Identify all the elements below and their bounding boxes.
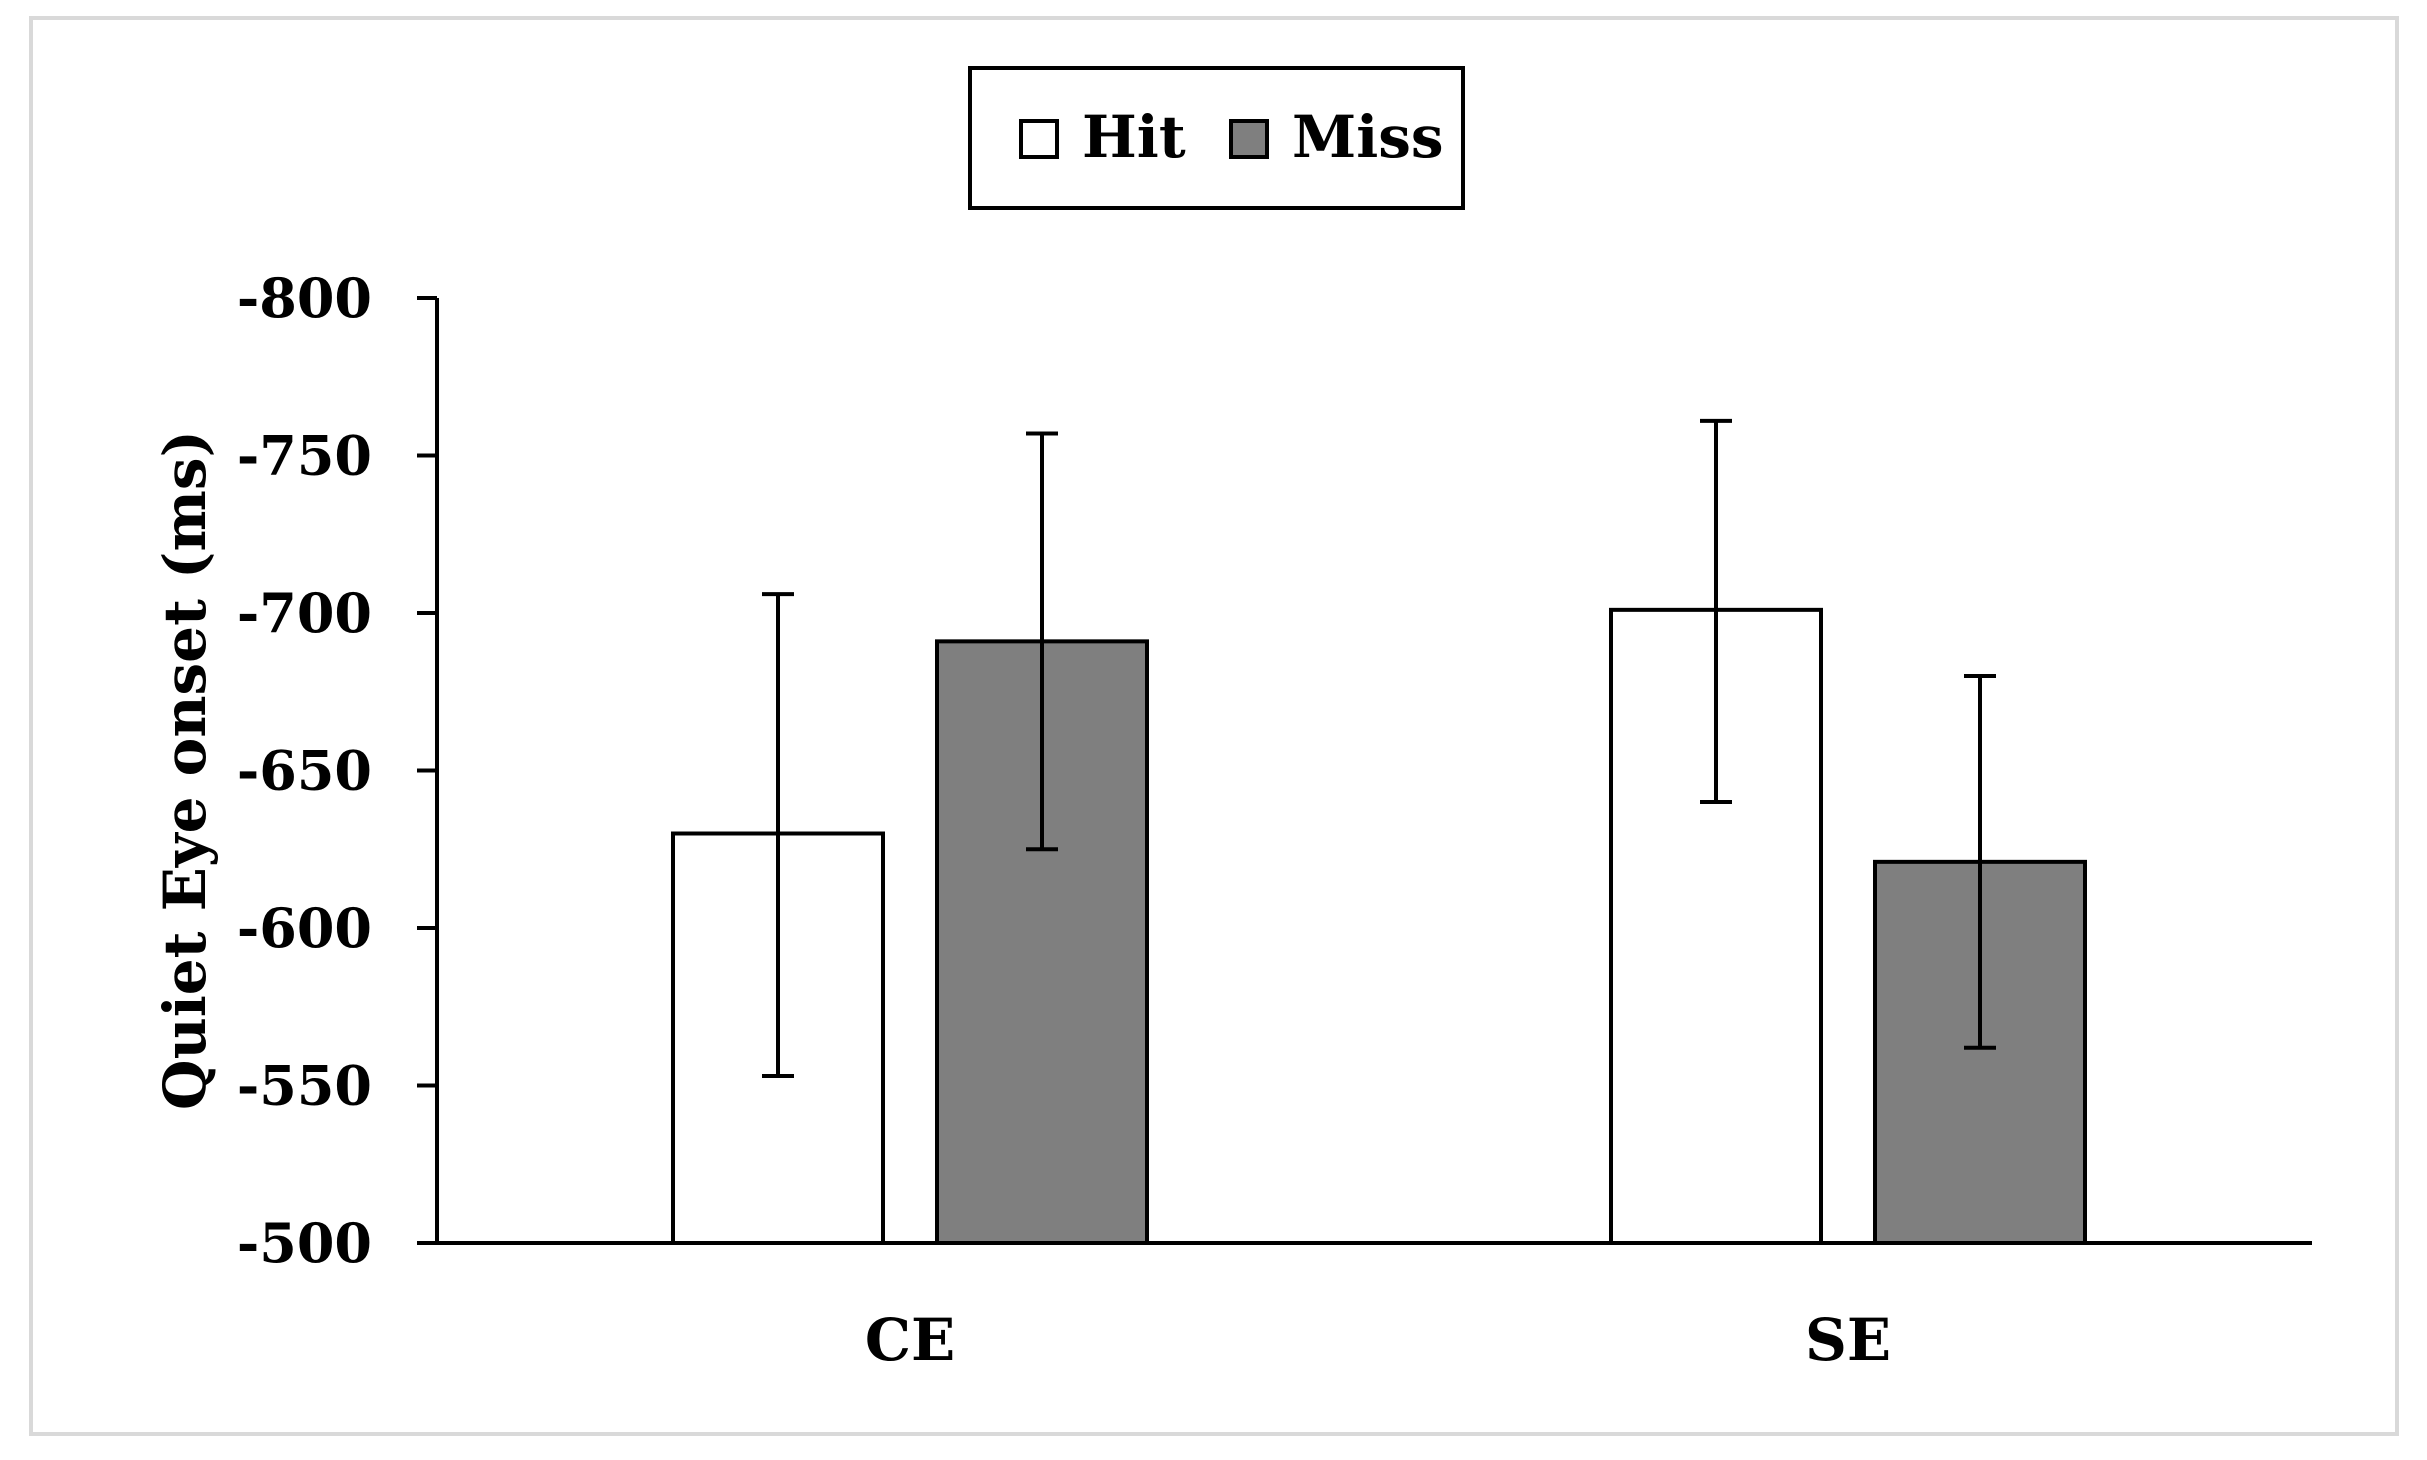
- y-tick-label: -650: [237, 739, 372, 803]
- x-tick-label-ce: CE: [865, 1306, 955, 1374]
- y-tick-label: -750: [237, 424, 372, 488]
- plot-area: [417, 296, 2312, 1245]
- y-axis-title: Quiet Eye onset (ms): [151, 430, 219, 1110]
- y-tick-label: -500: [237, 1211, 372, 1275]
- legend-label-miss: Miss: [1292, 103, 1444, 171]
- x-tick-label-se: SE: [1805, 1306, 1891, 1374]
- legend-label-hit: Hit: [1082, 103, 1186, 171]
- y-tick-label: -550: [237, 1054, 372, 1118]
- y-tick-label: -600: [237, 896, 372, 960]
- legend: Hit Miss: [968, 66, 1465, 210]
- y-tick-label: -800: [237, 266, 372, 330]
- legend-swatch-miss: [1229, 119, 1269, 159]
- legend-swatch-hit: [1019, 119, 1059, 159]
- y-tick-label: -700: [237, 581, 372, 645]
